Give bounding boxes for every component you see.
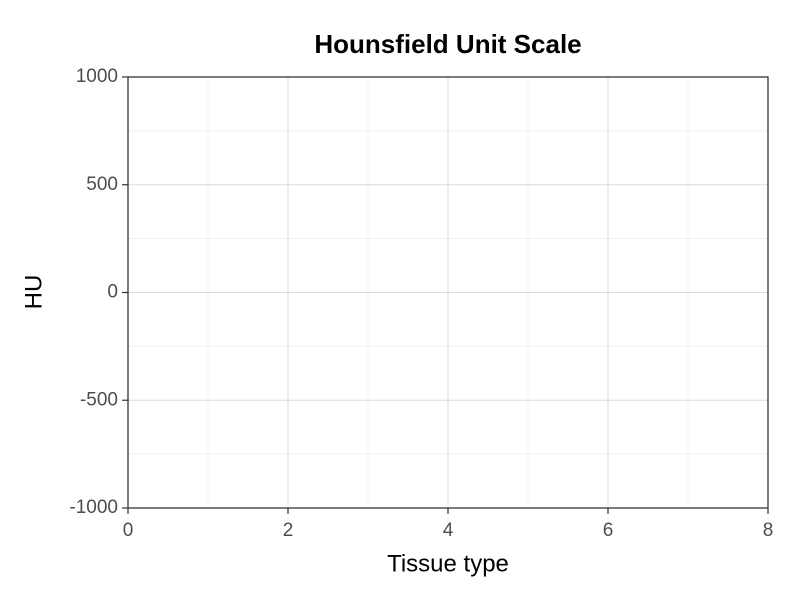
y-axis-title: HU xyxy=(20,275,47,310)
x-axis-title: Tissue type xyxy=(387,550,509,577)
chart-title: Hounsfield Unit Scale xyxy=(314,29,581,59)
plot-border xyxy=(127,76,769,509)
y-tick-label: 1000 xyxy=(76,66,118,87)
x-tick-label: 0 xyxy=(123,520,134,541)
x-tick-label: 6 xyxy=(603,520,614,541)
y-tick-label: 0 xyxy=(107,282,118,303)
y-tick-label: -500 xyxy=(80,389,118,410)
x-tick-label: 2 xyxy=(283,520,294,541)
x-tick-label: 8 xyxy=(763,520,774,541)
y-tick-label: 500 xyxy=(86,174,118,195)
y-tick-label: -1000 xyxy=(69,497,118,518)
x-tick-label: 4 xyxy=(443,520,454,541)
